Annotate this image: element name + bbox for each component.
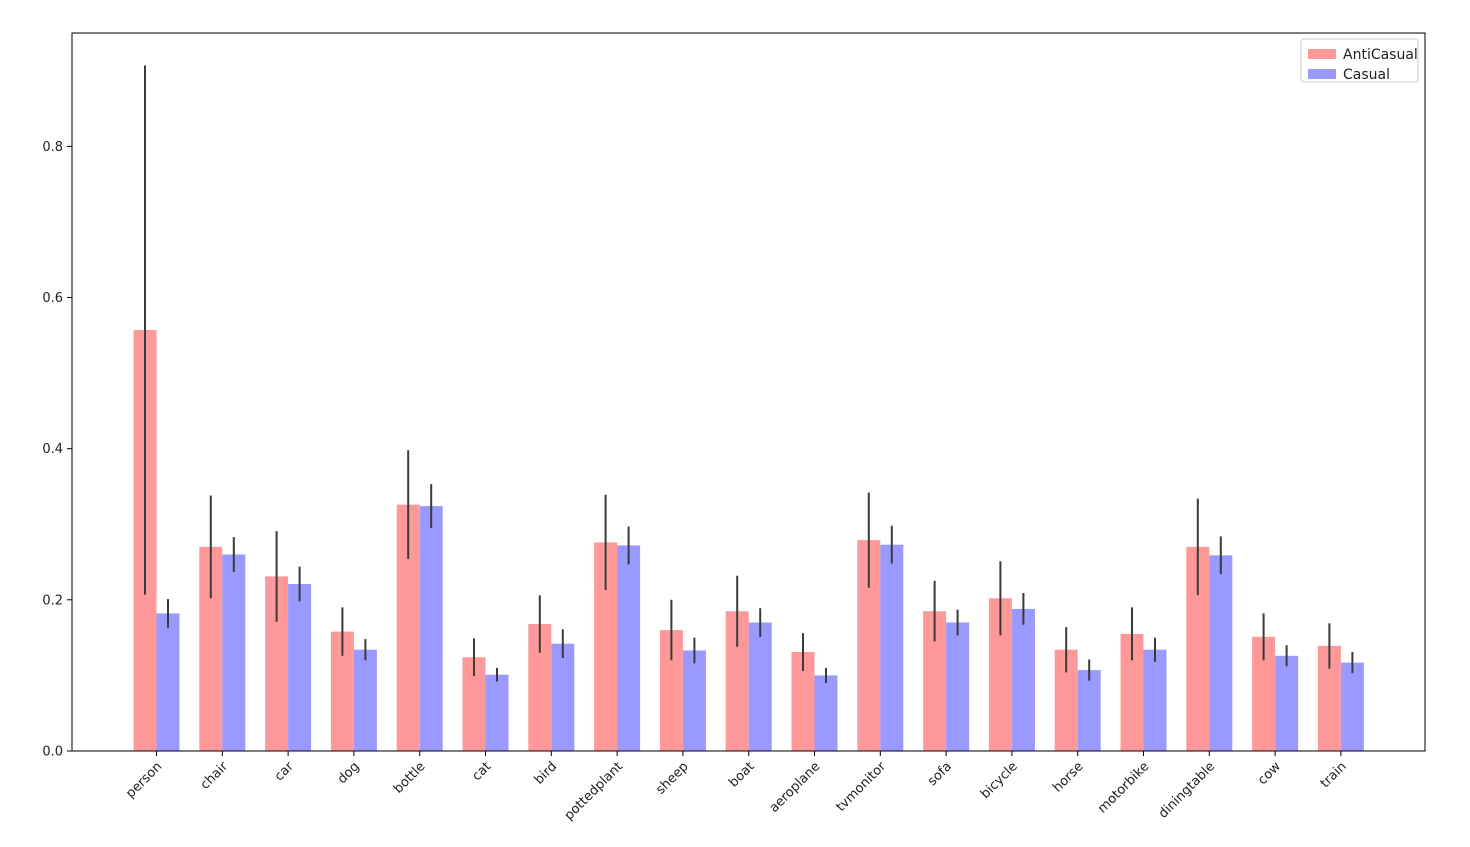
bar-anticasual-train (1317, 645, 1341, 751)
bar-casual-aeroplane (814, 675, 838, 751)
bar-casual-motorbike (1143, 649, 1167, 751)
bar-casual-car (288, 584, 312, 751)
bar-anticasual-motorbike (1120, 633, 1144, 751)
y-tick-label: 0.8 (42, 140, 63, 155)
bar-anticasual-pottedplant (594, 542, 618, 751)
bar-anticasual-bird (528, 624, 552, 751)
bar-anticasual-sheep (659, 630, 683, 751)
bar-casual-train (1340, 662, 1364, 751)
bar-anticasual-tvmonitor (857, 540, 881, 751)
bar-casual-cow (1275, 655, 1299, 751)
x-tick-label-train: train (1318, 759, 1350, 791)
x-tick-label-diningtable: diningtable (1156, 759, 1218, 821)
bar-casual-diningtable (1209, 555, 1233, 751)
plot-frame (71, 32, 1426, 752)
bar-anticasual-diningtable (1186, 546, 1210, 751)
bar-casual-bicycle (1011, 608, 1035, 751)
x-tick-label-bottle: bottle (391, 759, 428, 796)
bar-anticasual-sofa (923, 611, 947, 751)
bar-anticasual-cow (1252, 636, 1276, 751)
y-tick-label: 0.6 (42, 291, 63, 306)
x-tick-label-horse: horse (1050, 759, 1086, 795)
bar-casual-tvmonitor (880, 544, 904, 751)
x-tick-label-sheep: sheep (653, 759, 691, 797)
legend: AntiCasual Casual (1300, 38, 1419, 83)
y-tick-label: 0.4 (42, 442, 63, 457)
bar-anticasual-dog (330, 631, 354, 751)
x-tick-label-car: car (272, 759, 298, 785)
errorbars-layer (144, 65, 1354, 683)
bar-casual-sofa (946, 622, 970, 751)
y-tick-label: 0.0 (42, 745, 63, 760)
x-tick-label-cat: cat (469, 759, 494, 784)
x-tick-label-dog: dog (335, 759, 363, 787)
legend-swatch-anticasual (1308, 49, 1336, 59)
bar-anticasual-bottle (396, 504, 420, 751)
legend-label-casual: Casual (1343, 67, 1390, 83)
bar-anticasual-aeroplane (791, 652, 815, 751)
bar-casual-boat (748, 622, 772, 751)
bar-anticasual-chair (199, 546, 223, 751)
x-tick-label-bird: bird (532, 759, 560, 787)
x-tick-label-motorbike: motorbike (1095, 759, 1152, 816)
x-tick-label-pottedplant: pottedplant (562, 759, 626, 823)
bar-casual-person (156, 613, 180, 751)
x-tick-label-cow: cow (1255, 759, 1284, 788)
legend-swatch-casual (1308, 69, 1336, 79)
x-tick-label-person: person (123, 759, 165, 801)
x-tick-label-sofa: sofa (925, 759, 955, 789)
bar-casual-pottedplant (617, 545, 641, 751)
y-axis: 0.0 0.2 0.4 0.6 0.8 (42, 140, 72, 760)
bar-anticasual-bicycle (988, 598, 1012, 751)
x-tick-label-tvmonitor: tvmonitor (834, 759, 890, 815)
x-axis: person chair car dog bottle cat bird pottedplan… (123, 751, 1350, 823)
bar-anticasual-car (265, 576, 289, 751)
bar-casual-bird (551, 643, 575, 751)
bar-anticasual-horse (1054, 649, 1078, 751)
x-tick-label-bicycle: bicycle (978, 759, 1021, 802)
bar-casual-sheep (682, 650, 706, 751)
bar-casual-bottle (419, 506, 443, 751)
bars-layer (133, 330, 1364, 751)
x-tick-label-chair: chair (198, 759, 232, 793)
y-tick-label: 0.2 (42, 593, 63, 608)
bar-anticasual-cat (462, 657, 486, 751)
bar-casual-cat (485, 674, 509, 751)
bar-casual-horse (1077, 670, 1101, 751)
x-tick-label-boat: boat (726, 759, 757, 790)
legend-label-anticasual: AntiCasual (1343, 47, 1418, 63)
bar-casual-chair (222, 554, 246, 751)
bar-casual-dog (353, 649, 377, 751)
bar-anticasual-boat (725, 611, 749, 751)
x-tick-label-aeroplane: aeroplane (767, 759, 824, 816)
